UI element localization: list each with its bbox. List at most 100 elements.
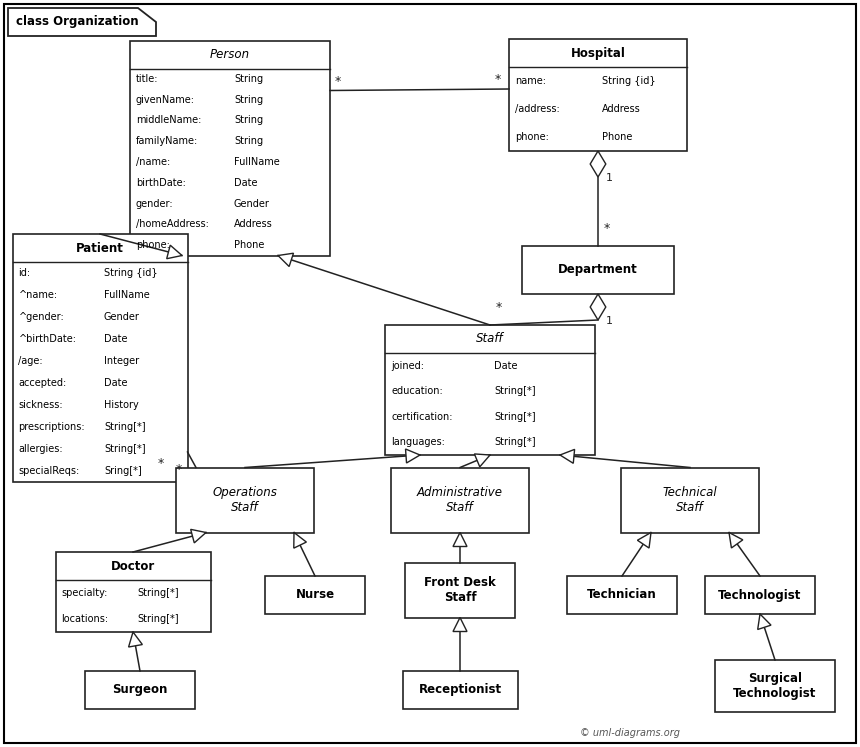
Text: class Organization: class Organization xyxy=(15,16,138,28)
Text: 1: 1 xyxy=(606,173,613,183)
Text: Technical
Staff: Technical Staff xyxy=(663,486,717,514)
Text: joined:: joined: xyxy=(391,361,424,371)
Text: Address: Address xyxy=(602,104,641,114)
Polygon shape xyxy=(453,618,467,631)
Text: Patient: Patient xyxy=(76,241,124,255)
Text: Date: Date xyxy=(494,361,518,371)
Text: String[*]: String[*] xyxy=(494,386,536,396)
Text: String: String xyxy=(234,95,263,105)
Bar xyxy=(85,671,195,709)
Text: Integer: Integer xyxy=(104,356,139,366)
Text: phone:: phone: xyxy=(515,132,549,142)
Polygon shape xyxy=(167,245,182,258)
Text: *: * xyxy=(176,462,182,476)
Text: *: * xyxy=(335,75,341,87)
Text: Address: Address xyxy=(234,220,273,229)
Text: Date: Date xyxy=(104,378,127,388)
Text: String[*]: String[*] xyxy=(104,422,145,432)
Text: specialty:: specialty: xyxy=(62,588,108,598)
Text: Front Desk
Staff: Front Desk Staff xyxy=(424,576,496,604)
Text: String[*]: String[*] xyxy=(137,588,179,598)
Text: prescriptions:: prescriptions: xyxy=(19,422,85,432)
Text: education:: education: xyxy=(391,386,443,396)
Bar xyxy=(130,40,330,255)
Text: String: String xyxy=(234,136,263,146)
Bar xyxy=(13,234,187,482)
Text: Sring[*]: Sring[*] xyxy=(104,466,142,476)
Text: Technologist: Technologist xyxy=(718,589,802,601)
Text: ^name:: ^name: xyxy=(19,290,58,300)
Text: Gender: Gender xyxy=(234,199,270,208)
Bar xyxy=(265,576,365,614)
Text: *: * xyxy=(495,73,501,86)
Text: String[*]: String[*] xyxy=(137,614,179,624)
Text: title:: title: xyxy=(136,74,158,84)
Polygon shape xyxy=(191,530,206,543)
Polygon shape xyxy=(8,8,156,36)
Polygon shape xyxy=(129,632,143,647)
Text: /homeAddress:: /homeAddress: xyxy=(136,220,209,229)
Text: Phone: Phone xyxy=(602,132,632,142)
Text: Person: Person xyxy=(210,48,250,61)
Bar xyxy=(391,468,529,533)
Polygon shape xyxy=(278,253,293,267)
Text: 1: 1 xyxy=(606,316,613,326)
Text: Date: Date xyxy=(234,178,257,187)
Text: sickness:: sickness: xyxy=(19,400,63,410)
Text: History: History xyxy=(104,400,138,410)
Text: /age:: /age: xyxy=(19,356,43,366)
Text: familyName:: familyName: xyxy=(136,136,199,146)
Text: String[*]: String[*] xyxy=(494,437,536,447)
Text: *: * xyxy=(157,457,163,470)
Bar xyxy=(385,325,595,455)
Text: Gender: Gender xyxy=(104,312,140,322)
Polygon shape xyxy=(637,533,651,548)
Text: String: String xyxy=(234,74,263,84)
Polygon shape xyxy=(453,533,467,547)
Text: ^birthDate:: ^birthDate: xyxy=(19,334,77,344)
Text: birthDate:: birthDate: xyxy=(136,178,186,187)
Text: Surgeon: Surgeon xyxy=(113,684,168,696)
Text: *: * xyxy=(604,222,611,235)
Text: © uml-diagrams.org: © uml-diagrams.org xyxy=(580,728,680,738)
Text: String {id}: String {id} xyxy=(104,268,157,278)
Polygon shape xyxy=(729,533,743,548)
Bar xyxy=(56,552,211,632)
Polygon shape xyxy=(294,533,306,548)
Polygon shape xyxy=(590,151,605,177)
Text: *: * xyxy=(496,301,502,314)
Polygon shape xyxy=(758,614,771,630)
Bar xyxy=(402,671,518,709)
Text: allergies:: allergies: xyxy=(19,444,63,454)
Text: Doctor: Doctor xyxy=(111,560,155,572)
Text: middleName:: middleName: xyxy=(136,116,201,125)
Text: Administrative
Staff: Administrative Staff xyxy=(417,486,503,514)
Text: gender:: gender: xyxy=(136,199,174,208)
Text: accepted:: accepted: xyxy=(19,378,67,388)
Text: locations:: locations: xyxy=(62,614,108,624)
Bar xyxy=(621,468,759,533)
Text: languages:: languages: xyxy=(391,437,445,447)
Text: Surgical
Technologist: Surgical Technologist xyxy=(734,672,817,700)
Text: /address:: /address: xyxy=(515,104,560,114)
Text: Staff: Staff xyxy=(476,332,504,346)
Text: Date: Date xyxy=(104,334,127,344)
Text: Receptionist: Receptionist xyxy=(419,684,501,696)
Text: certification:: certification: xyxy=(391,412,452,422)
Text: ^gender:: ^gender: xyxy=(19,312,64,322)
Bar xyxy=(522,246,674,294)
Polygon shape xyxy=(590,294,605,320)
Text: Department: Department xyxy=(558,264,638,276)
Polygon shape xyxy=(406,449,420,463)
Text: givenName:: givenName: xyxy=(136,95,195,105)
Text: /name:: /name: xyxy=(136,157,170,167)
Text: Operations
Staff: Operations Staff xyxy=(212,486,278,514)
Text: phone:: phone: xyxy=(136,240,170,250)
Text: FullName: FullName xyxy=(234,157,280,167)
Bar xyxy=(176,468,314,533)
Text: id:: id: xyxy=(19,268,31,278)
Bar xyxy=(705,576,815,614)
Text: String {id}: String {id} xyxy=(602,76,655,86)
Text: name:: name: xyxy=(515,76,546,86)
Text: String[*]: String[*] xyxy=(494,412,536,422)
